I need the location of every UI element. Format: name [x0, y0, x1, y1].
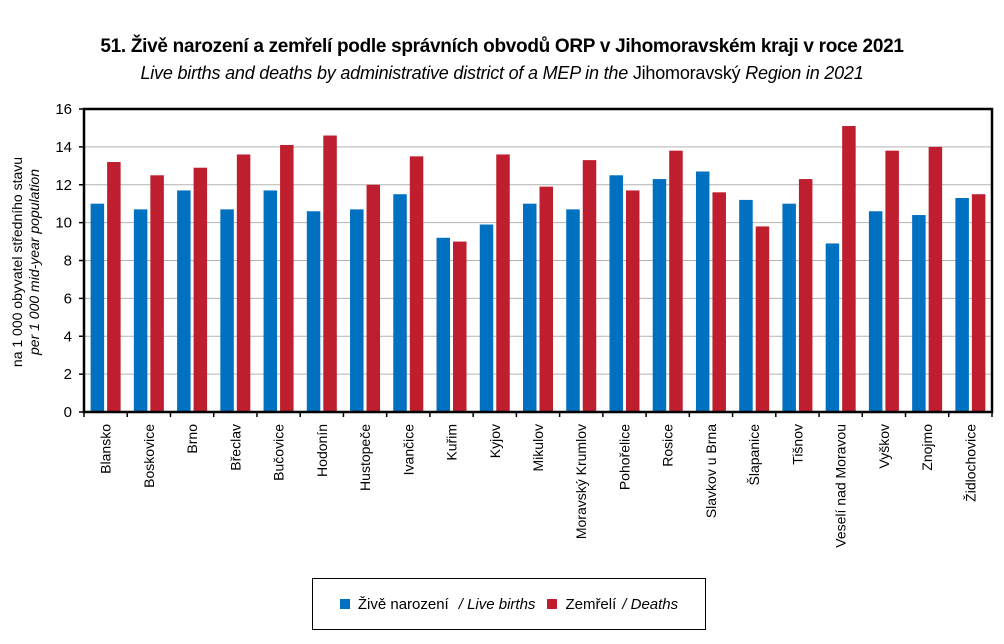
bar-deaths [107, 162, 121, 412]
legend-label-deaths-en: / Deaths [622, 595, 679, 613]
x-category-label: Ivančice [400, 424, 416, 476]
legend-label-live-births: Živě narození [357, 595, 449, 613]
bar-deaths [236, 154, 251, 412]
y-tick-label: 6 [64, 290, 72, 307]
bar-live-births [695, 171, 710, 412]
x-category-label: Mikulov [530, 424, 546, 471]
y-axis-label: na 1 000 obyvatel středního stavu [9, 157, 25, 367]
y-tick-label: 2 [64, 366, 72, 383]
gridlines [84, 146, 992, 375]
plot-border [82, 107, 994, 414]
y-tick-label: 0 [64, 404, 72, 421]
x-category-label: Kuřim [444, 424, 460, 461]
bar-deaths [193, 167, 208, 412]
bar-live-births [306, 211, 321, 412]
x-category-label: Moravský Krumlov [573, 424, 589, 539]
bar-deaths [366, 184, 381, 412]
x-category-label: Hustopeče [357, 424, 373, 491]
bar-deaths [755, 226, 770, 412]
subtitle-part-2: Jihomoravský [632, 63, 741, 83]
bar-deaths [409, 156, 424, 412]
chart-title: 51. Živě narození a zemřelí podle správn… [100, 36, 904, 57]
bar-live-births [393, 194, 407, 412]
bar-deaths [582, 160, 597, 412]
bar-deaths [798, 179, 813, 412]
bar-deaths [712, 192, 726, 412]
bar-live-births [825, 243, 840, 412]
x-category-label: Tišnov [789, 424, 805, 465]
legend-item-live-births: Živě narození / Live births [339, 595, 536, 613]
x-category-label: Boskovice [141, 424, 157, 488]
bar-live-births [133, 209, 148, 412]
bar-deaths [669, 150, 683, 412]
bar-live-births [782, 203, 796, 412]
bar-live-births [436, 237, 451, 412]
x-category-label: Šlapanice [746, 424, 762, 486]
x-category-labels: Blansko Boskovice Brno Břeclav Bučovice Hodon… [98, 424, 979, 548]
y-axis-label-en: per 1 000 mid-year population [26, 169, 42, 356]
y-tick-label: 8 [64, 253, 72, 270]
bar-deaths [496, 154, 510, 412]
x-category-label: Slavkov u Brna [703, 424, 719, 518]
bar-live-births [90, 203, 105, 412]
legend-label-live-births-en: / Live births [458, 595, 536, 613]
x-category-label: Blansko [98, 424, 114, 474]
bar-deaths [280, 144, 294, 412]
bar-deaths [885, 150, 899, 412]
bar-live-births [912, 215, 926, 412]
x-category-label: Židlochovice [962, 424, 978, 502]
bars [90, 126, 986, 412]
subtitle-part-1: Live births and deaths by administrative… [140, 63, 633, 83]
x-category-label: Břeclav [227, 424, 243, 471]
y-tick-label: 14 [55, 139, 72, 156]
bar-live-births [177, 190, 191, 412]
x-category-label: Brno [184, 424, 200, 454]
x-category-label: Vyškov [876, 424, 892, 469]
bar-deaths [928, 146, 943, 412]
bar-deaths [625, 190, 640, 412]
y-tick-label: 10 [55, 215, 72, 232]
legend-swatch-deaths [547, 599, 558, 609]
bar-live-births [479, 224, 494, 412]
bar-deaths [842, 126, 856, 412]
y-tick-label: 12 [55, 177, 72, 194]
x-category-label: Kyjov [487, 424, 503, 458]
bar-live-births [220, 209, 234, 412]
bar-live-births [566, 209, 580, 412]
y-tick-labels: 0 2 4 6 8 10 12 14 16 [55, 101, 72, 421]
bar-live-births [609, 175, 623, 412]
x-category-label: Veselí nad Moravou [833, 424, 849, 548]
y-tick-label: 16 [55, 101, 72, 118]
chart-subtitle: Live births and deaths by administrative… [0, 63, 1004, 84]
bar-live-births [868, 211, 883, 412]
legend-label-deaths: Zemřelí [565, 595, 617, 613]
x-category-label: Rosice [660, 424, 676, 467]
bar-live-births [523, 203, 537, 412]
bar-live-births [350, 209, 364, 412]
legend-item-deaths: Zemřelí / Deaths [547, 596, 678, 613]
axes [79, 107, 994, 417]
bar-deaths [323, 135, 337, 412]
x-category-label: Bučovice [271, 424, 287, 481]
bar-live-births [652, 179, 667, 412]
y-tick-label: 4 [64, 328, 72, 345]
bar-live-births [955, 198, 969, 412]
legend: Živě narození / Live births Zemřelí / De… [312, 578, 706, 630]
x-category-label: Hodonín [314, 424, 330, 477]
legend-swatch-live-births [339, 599, 350, 609]
subtitle-part-3: Region in 2021 [740, 63, 864, 83]
bar-live-births [263, 190, 278, 412]
bar-deaths [971, 194, 986, 412]
bar-deaths [453, 241, 467, 412]
bar-deaths [150, 175, 164, 412]
bar-deaths [539, 186, 553, 412]
bar-live-births [739, 199, 753, 412]
x-category-label: Znojmo [919, 424, 935, 471]
x-category-label: Pohořelice [616, 424, 632, 490]
